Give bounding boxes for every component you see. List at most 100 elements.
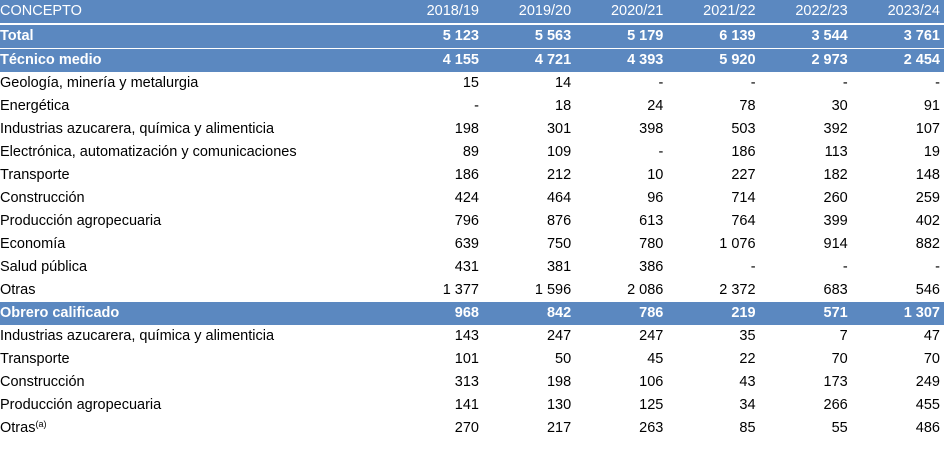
row-value: - (842, 259, 848, 275)
row-value: 198 (454, 121, 479, 137)
table-row: Industrias azucarera, química y alimenti… (0, 118, 944, 141)
row-value: 34 (739, 397, 756, 413)
row-value: 96 (647, 190, 664, 206)
row-value: 546 (915, 282, 940, 298)
row-value: 4 721 (483, 48, 576, 72)
table-body: Total 5 123 5 563 5 179 6 139 3 544 3 761 Técni… (0, 24, 944, 440)
row-value: 5 179 (575, 24, 668, 49)
row-label: Otras (0, 279, 391, 302)
table-row: Geología, minería y metalurgia 15 14 - - - - (0, 72, 944, 95)
row-value: 4 393 (575, 48, 668, 72)
row-value: - (750, 75, 756, 91)
row-value: - (474, 98, 479, 114)
row-label: Construcción (0, 371, 391, 394)
row-value: 750 (546, 236, 572, 252)
row-label: Transporte (0, 348, 391, 371)
row-label-text: Transporte (0, 167, 70, 183)
table-row: Energética - 18 24 78 30 91 (0, 95, 944, 118)
row-label-text: Transporte (0, 351, 70, 367)
row-value: 424 (454, 190, 479, 206)
row-value: 70 (831, 351, 848, 367)
row-value: 18 (555, 98, 572, 114)
row-value: 882 (915, 236, 940, 252)
row-value: 186 (454, 167, 479, 183)
table-row: Transporte 101 50 45 22 70 70 (0, 348, 944, 371)
row-value: 455 (915, 397, 940, 413)
row-value: 14 (555, 75, 572, 91)
table-row: Economía 639 750 780 1 076 914 882 (0, 233, 944, 256)
row-label: Industrias azucarera, química y alimenti… (0, 118, 391, 141)
row-value: 148 (915, 167, 940, 183)
row-label: Técnico medio (0, 48, 391, 72)
row-label-text: Geología, minería y metalurgia (0, 75, 199, 91)
row-value: 91 (923, 98, 940, 114)
row-value: 486 (915, 420, 940, 436)
row-value: 1 377 (442, 282, 479, 298)
row-value: 639 (454, 236, 479, 252)
row-value: 263 (639, 420, 664, 436)
group-row: Obrero calificado 968 842 786 219 571 1 307 (0, 302, 944, 325)
row-value: 141 (454, 397, 479, 413)
header-year: 2019/20 (483, 0, 576, 25)
row-value: 249 (915, 374, 940, 390)
row-value: 2 454 (851, 48, 944, 72)
table-row: Construcción 313 198 106 43 173 249 (0, 371, 944, 394)
row-label: Geología, minería y metalurgia (0, 72, 391, 95)
row-label: Salud pública (0, 256, 391, 279)
total-row: Total 5 123 5 563 5 179 6 139 3 544 3 761 (0, 24, 944, 49)
row-value: 3 544 (759, 24, 852, 49)
row-value: 683 (823, 282, 848, 298)
row-value: 55 (831, 420, 848, 436)
row-label: Producción agropecuaria (0, 394, 391, 417)
row-value: 15 (462, 75, 479, 91)
table-row: Producción agropecuaria 796 876 613 764 399 40… (0, 210, 944, 233)
row-value: 227 (731, 167, 756, 183)
table-row: Otras 1 377 1 596 2 086 2 372 683 546 (0, 279, 944, 302)
row-value: 45 (647, 351, 664, 367)
row-label-text: Producción agropecuaria (0, 213, 162, 229)
row-label-text: Economía (0, 236, 66, 252)
row-value: 35 (739, 328, 756, 344)
table-row: Industrias azucarera, química y alimenti… (0, 325, 944, 348)
row-value: 47 (923, 328, 940, 344)
table-row: Salud pública 431 381 386 - - - (0, 256, 944, 279)
row-value: - (935, 259, 940, 275)
row-value: 399 (823, 213, 848, 229)
row-value: 1 307 (851, 302, 944, 325)
row-value: 10 (647, 167, 664, 183)
row-value: 143 (454, 328, 479, 344)
row-label-text: Otras (0, 420, 36, 436)
row-label-text: Salud pública (0, 259, 88, 275)
row-value: - (658, 144, 664, 160)
row-value: 19 (923, 144, 940, 160)
row-value: 107 (915, 121, 940, 137)
row-value: 571 (759, 302, 852, 325)
row-label-text: Energética (0, 98, 70, 114)
row-label: Economía (0, 233, 391, 256)
row-label: Obrero calificado (0, 302, 391, 325)
row-value: 182 (823, 167, 848, 183)
row-value: - (842, 75, 848, 91)
row-value: 186 (731, 144, 756, 160)
row-value: 1 076 (719, 236, 756, 252)
row-value: 968 (390, 302, 483, 325)
row-value: 109 (546, 144, 572, 160)
row-value: 786 (575, 302, 668, 325)
table-row: Otras(a) 270 217 263 85 55 486 (0, 417, 944, 440)
row-value: 764 (731, 213, 756, 229)
row-value: 613 (639, 213, 664, 229)
row-value: 70 (923, 351, 940, 367)
table-row: Producción agropecuaria 141 130 125 34 266 455 (0, 394, 944, 417)
table-row: Electrónica, automatización y comunicaci… (0, 141, 944, 164)
row-value: 78 (739, 98, 756, 114)
row-value: 5 563 (483, 24, 576, 49)
row-value: 247 (546, 328, 572, 344)
row-value: 89 (462, 144, 479, 160)
row-label-text: Obrero calificado (0, 305, 120, 321)
row-label-text: Otras (0, 282, 36, 298)
row-value: 259 (915, 190, 940, 206)
row-label: Energética (0, 95, 391, 118)
row-value: 113 (824, 144, 848, 160)
row-value: 22 (739, 351, 756, 367)
row-value: 464 (546, 190, 572, 206)
